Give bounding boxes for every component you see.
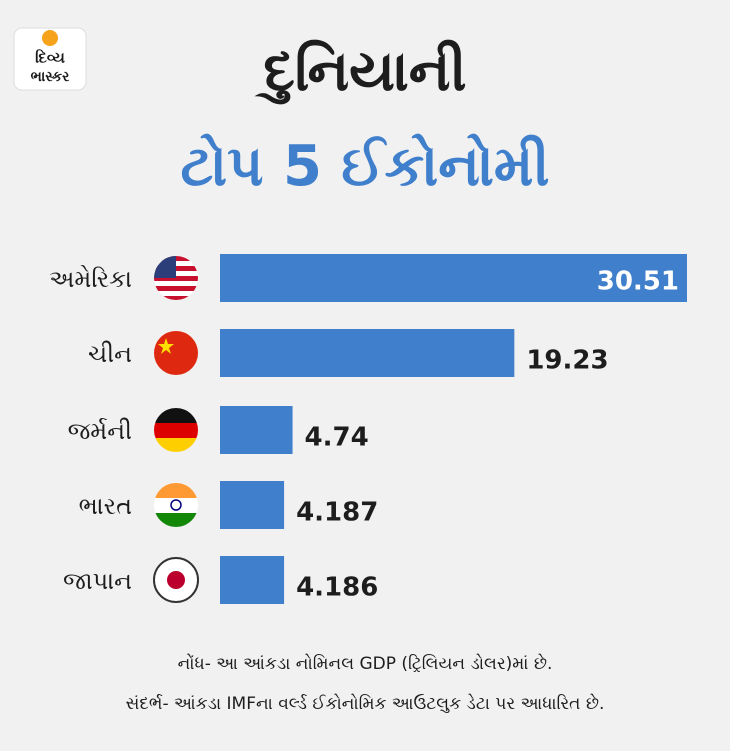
- flag-japan: [153, 557, 199, 603]
- value-label: 30.51: [597, 267, 679, 297]
- category-label: ચીન: [88, 340, 132, 368]
- logo-text: દિવ્ય: [35, 49, 65, 67]
- logo-box: [13, 27, 87, 91]
- logo-text: ભાસ્કર: [31, 69, 70, 85]
- value-label: 19.23: [526, 346, 608, 376]
- note: સંદર્ભ- આંકડા IMFના વર્લ્ડ ઈકોનોમિક આઉટલ…: [126, 693, 605, 714]
- logo-sun: [42, 30, 58, 46]
- flag-germany: [154, 408, 198, 452]
- category-label: જર્મની: [68, 417, 132, 445]
- category-label: અમેરિકા: [49, 265, 132, 293]
- category-label: ભારત: [79, 492, 132, 520]
- bar: [220, 406, 293, 454]
- chart-subtitle: ટોપ 5 ઈકોનોમી: [181, 134, 550, 199]
- value-label: 4.74: [305, 423, 369, 453]
- logo: દિવ્ય ભાસ્કર: [13, 27, 87, 91]
- chart-title: દુનિયાની: [255, 39, 467, 105]
- bar: [220, 481, 285, 529]
- flag-china: [154, 331, 198, 375]
- bar: [220, 329, 515, 377]
- value-label: 4.186: [296, 573, 378, 603]
- category-label: જાપાન: [63, 567, 132, 595]
- note: નોંધ- આ આંકડા નોમિનલ GDP (ટ્રિલિયન ડોલર)…: [178, 653, 553, 674]
- flag-india: [154, 483, 198, 527]
- value-label: 4.187: [296, 498, 378, 528]
- bar: [220, 556, 285, 604]
- bar: [220, 254, 687, 302]
